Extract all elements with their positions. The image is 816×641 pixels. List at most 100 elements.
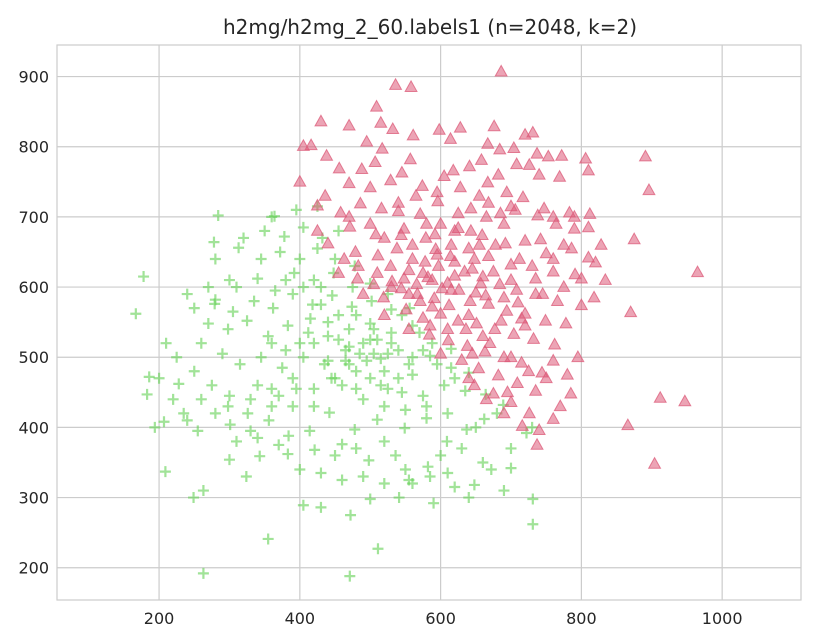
plus-point <box>288 267 300 279</box>
triangle-point <box>638 149 653 162</box>
triangle-point <box>318 188 332 201</box>
triangle-point <box>642 183 656 196</box>
plot-frame <box>56 44 802 601</box>
triangle-point <box>491 368 506 381</box>
triangle-point <box>418 254 432 267</box>
triangle-point <box>432 122 446 135</box>
triangle-point <box>464 201 478 214</box>
triangle-point <box>478 288 493 301</box>
plus-point <box>224 419 236 431</box>
plus-point <box>406 369 418 381</box>
triangle-point <box>441 333 456 346</box>
plus-point <box>485 463 497 475</box>
plus-point <box>181 414 193 426</box>
triangle-point <box>463 293 477 306</box>
plus-point <box>202 281 214 293</box>
triangle-point <box>472 237 487 250</box>
triangle-point <box>397 271 411 284</box>
triangle-point <box>487 119 501 132</box>
triangle-point <box>359 134 374 147</box>
triangle-point <box>581 163 596 176</box>
plus-point <box>280 274 292 286</box>
plus-point <box>274 246 286 258</box>
triangle-point <box>442 298 456 311</box>
triangle-point <box>383 258 398 271</box>
plus-point <box>438 379 450 391</box>
triangle-point <box>511 295 525 308</box>
plus-point <box>343 341 355 353</box>
plus-point <box>396 386 408 398</box>
plus-point <box>266 400 278 412</box>
triangle-point <box>504 199 518 212</box>
plus-point <box>364 334 376 346</box>
plus-point <box>390 449 402 461</box>
triangle-point <box>526 331 541 344</box>
plus-point <box>209 407 221 419</box>
triangle-point <box>433 216 448 229</box>
triangle-point <box>574 271 589 284</box>
triangle-point <box>388 77 403 90</box>
triangle-point <box>533 232 548 245</box>
plus-point <box>308 274 320 286</box>
triangle-point <box>538 313 553 326</box>
plus-point <box>202 318 214 330</box>
plus-point <box>527 518 539 530</box>
plus-point <box>233 242 245 254</box>
triangle-point <box>454 352 469 365</box>
plus-point <box>269 285 281 297</box>
plus-point <box>378 400 390 412</box>
triangle-point <box>419 230 433 243</box>
plus-point <box>378 365 390 377</box>
plus-point <box>302 327 314 339</box>
triangle-point <box>451 313 465 326</box>
triangle-point <box>415 178 430 191</box>
plus-point <box>192 425 204 437</box>
triangle-point <box>647 456 662 469</box>
plus-point <box>266 337 278 349</box>
triangle-point <box>531 208 545 221</box>
plus-point <box>424 471 436 483</box>
triangle-point <box>497 290 511 303</box>
series-triangle <box>293 64 705 469</box>
chart-title: h2mg/h2mg_2_60.labels1 (n=2048, k=2) <box>223 15 637 39</box>
plus-point <box>294 463 306 475</box>
triangle-point <box>374 115 388 128</box>
plus-point <box>287 288 299 300</box>
triangle-point <box>510 375 525 389</box>
plus-point <box>461 424 473 436</box>
plus-point <box>363 454 375 466</box>
triangle-point <box>493 206 508 219</box>
plus-point <box>449 372 461 384</box>
triangle-point <box>337 251 351 264</box>
triangle-point <box>462 159 477 172</box>
triangle-point <box>416 265 430 278</box>
plus-point <box>413 327 425 339</box>
plus-point <box>171 351 183 363</box>
triangle-point <box>462 241 476 254</box>
triangle-point <box>363 180 377 193</box>
triangle-point <box>537 201 551 214</box>
plus-point <box>223 274 235 286</box>
triangle-point <box>492 142 507 155</box>
grid-lines <box>57 45 801 600</box>
triangle-point <box>491 167 506 180</box>
triangle-point <box>504 272 518 285</box>
plus-point <box>368 348 380 360</box>
triangle-point <box>425 272 439 285</box>
triangle-point <box>386 121 400 135</box>
plus-point <box>322 330 334 342</box>
plus-point <box>368 323 380 335</box>
plus-point <box>385 337 397 349</box>
plus-point <box>349 424 361 436</box>
plus-point <box>222 323 234 335</box>
plus-point <box>294 253 306 265</box>
plus-point <box>209 253 221 265</box>
triangle-point <box>549 216 563 229</box>
triangle-point <box>547 337 562 350</box>
plus-point <box>364 318 376 330</box>
plus-point <box>290 383 302 395</box>
plus-point <box>297 499 309 511</box>
triangle-point <box>447 254 462 267</box>
x-tick-label: 400 <box>285 609 316 628</box>
